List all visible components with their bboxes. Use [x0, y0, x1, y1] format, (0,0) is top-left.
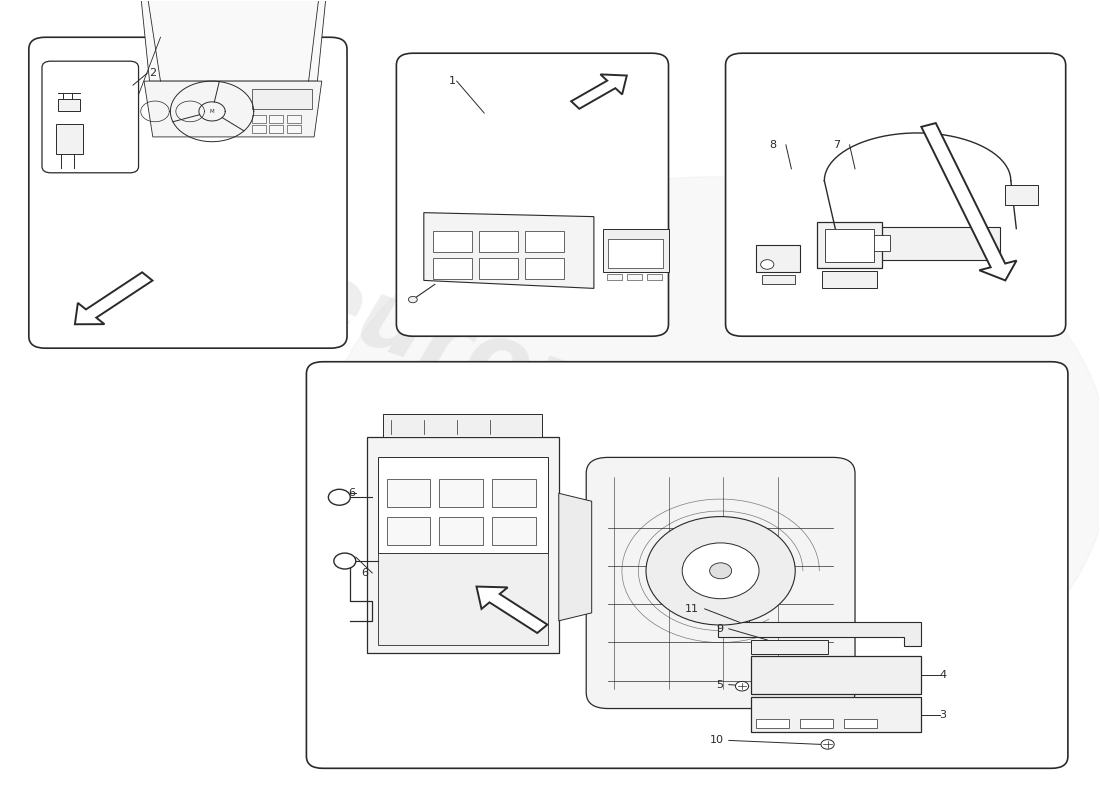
- Polygon shape: [139, 0, 329, 81]
- Circle shape: [646, 517, 795, 625]
- Text: 11: 11: [685, 604, 698, 614]
- Bar: [492, 517, 536, 545]
- Circle shape: [333, 553, 355, 569]
- Polygon shape: [476, 586, 548, 633]
- FancyBboxPatch shape: [726, 54, 1066, 336]
- FancyBboxPatch shape: [586, 458, 855, 709]
- Text: 10: 10: [710, 735, 724, 746]
- Bar: [252, 114, 266, 122]
- Circle shape: [736, 682, 749, 691]
- FancyBboxPatch shape: [307, 362, 1068, 768]
- Bar: [846, 235, 890, 251]
- Bar: [439, 479, 483, 507]
- Bar: [377, 458, 548, 553]
- Text: 1: 1: [449, 76, 456, 86]
- Bar: [252, 89, 312, 109]
- Bar: [822, 271, 877, 288]
- Polygon shape: [559, 494, 592, 621]
- Text: 6: 6: [348, 488, 355, 498]
- Bar: [816, 222, 882, 269]
- Bar: [386, 517, 430, 545]
- Bar: [757, 719, 789, 729]
- Bar: [386, 479, 430, 507]
- Bar: [56, 124, 82, 154]
- Bar: [757, 245, 800, 273]
- Polygon shape: [424, 213, 594, 288]
- Text: a passion for mods since 1985: a passion for mods since 1985: [440, 448, 704, 559]
- Bar: [478, 258, 518, 279]
- Bar: [478, 231, 518, 252]
- Bar: [751, 656, 921, 694]
- FancyBboxPatch shape: [29, 38, 346, 348]
- Bar: [252, 125, 266, 133]
- Bar: [800, 719, 833, 729]
- Circle shape: [682, 543, 759, 598]
- Text: 5: 5: [716, 680, 724, 690]
- Bar: [270, 125, 284, 133]
- Text: 9: 9: [716, 624, 724, 634]
- Polygon shape: [922, 123, 1016, 281]
- Bar: [718, 606, 749, 622]
- Bar: [287, 114, 301, 122]
- Polygon shape: [144, 81, 322, 137]
- Text: 2: 2: [150, 68, 156, 78]
- Bar: [647, 274, 662, 281]
- Circle shape: [329, 490, 350, 506]
- Text: M: M: [210, 109, 214, 114]
- Circle shape: [821, 740, 834, 749]
- Bar: [825, 229, 873, 262]
- FancyBboxPatch shape: [42, 61, 139, 173]
- FancyBboxPatch shape: [396, 54, 669, 336]
- Bar: [608, 239, 663, 269]
- Text: 3: 3: [939, 710, 946, 720]
- Text: 4: 4: [939, 670, 947, 680]
- Text: euromods: euromods: [285, 250, 815, 518]
- Text: 6: 6: [361, 568, 368, 578]
- Bar: [383, 414, 542, 438]
- Bar: [525, 231, 564, 252]
- Bar: [432, 258, 472, 279]
- Bar: [607, 274, 623, 281]
- Bar: [829, 227, 1000, 261]
- Bar: [439, 517, 483, 545]
- Bar: [751, 697, 921, 733]
- Bar: [270, 114, 284, 122]
- Circle shape: [408, 296, 417, 302]
- Bar: [762, 275, 794, 285]
- Bar: [844, 719, 877, 729]
- Text: 8: 8: [769, 140, 777, 150]
- Circle shape: [320, 177, 1100, 750]
- Bar: [58, 99, 80, 110]
- Polygon shape: [75, 272, 153, 324]
- Bar: [492, 479, 536, 507]
- Text: 7: 7: [833, 140, 840, 150]
- Bar: [603, 229, 669, 273]
- Bar: [432, 231, 472, 252]
- Bar: [525, 258, 564, 279]
- Bar: [627, 274, 642, 281]
- Bar: [1005, 185, 1038, 205]
- Circle shape: [761, 260, 773, 270]
- Bar: [287, 125, 301, 133]
- Bar: [366, 438, 559, 653]
- Bar: [751, 640, 827, 654]
- Circle shape: [710, 563, 732, 578]
- Polygon shape: [718, 622, 921, 646]
- Bar: [377, 553, 548, 645]
- Polygon shape: [571, 74, 627, 109]
